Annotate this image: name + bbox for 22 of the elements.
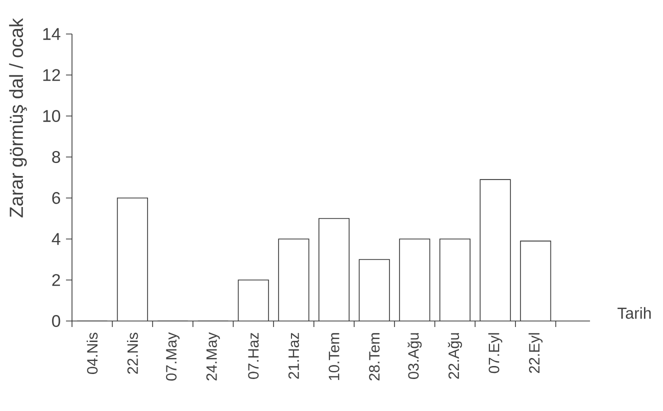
y-tick-label: 4	[52, 233, 60, 245]
x-tick-label: 04.Nis	[86, 332, 98, 374]
x-tick-label: 07.May	[166, 332, 180, 381]
x-tick-label: 07.Haz	[248, 332, 259, 379]
y-tick-label: 2	[52, 274, 60, 286]
y-tick-label: 14	[43, 28, 60, 40]
y-tick-label: 12	[43, 69, 60, 81]
x-tick-label: 22.Nis	[126, 332, 138, 374]
x-tick-label: 07.Eyl	[488, 333, 502, 374]
y-tick-label: 8	[52, 151, 60, 163]
x-tick-label: 21.Haz	[288, 332, 299, 379]
y-axis-title: Zarar görmüş dal / ocak	[9, 18, 27, 218]
y-tick-label: 0	[52, 315, 60, 327]
x-tick-label: 22.Eyl	[528, 333, 543, 373]
x-tick-label: 22.Ağu	[448, 333, 462, 379]
y-tick-label: 6	[52, 192, 60, 204]
x-tick-label: 10.Tem	[328, 333, 340, 380]
x-tick-label: 28.Tem	[369, 333, 380, 380]
x-axis-title: Tarih	[618, 307, 651, 319]
x-tick-label: 03.Ağu	[408, 333, 422, 379]
y-tick-label: 10	[43, 110, 60, 122]
x-tick-label: 24.May	[206, 332, 220, 380]
